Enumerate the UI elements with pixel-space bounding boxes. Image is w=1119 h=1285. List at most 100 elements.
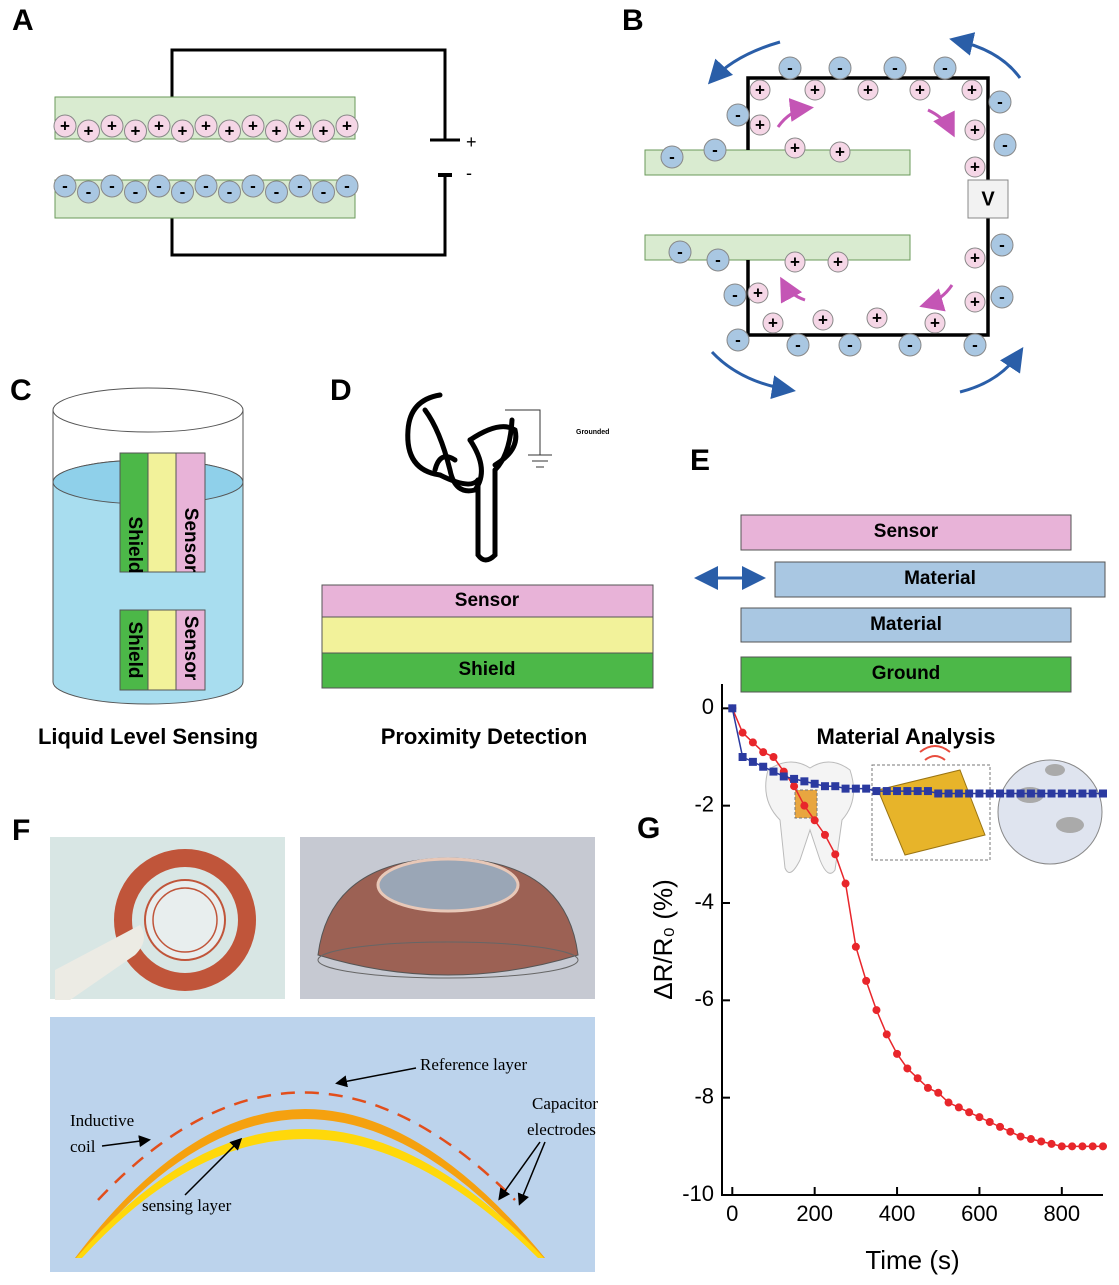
- charge-sign: +: [863, 80, 873, 99]
- charge-sign: -: [907, 335, 913, 354]
- point: [1058, 1142, 1066, 1150]
- point: [852, 943, 860, 951]
- charge-sign: +: [248, 116, 258, 135]
- charge-sign: -: [712, 140, 718, 159]
- point: [1006, 790, 1014, 798]
- plate: [645, 150, 910, 175]
- panel-label: D: [330, 374, 352, 407]
- charge-sign: -: [250, 176, 256, 195]
- point: [903, 1064, 911, 1072]
- layer-label: Sensor: [455, 590, 520, 611]
- layer-label: Sensor: [874, 521, 939, 542]
- charge-sign: +: [755, 80, 765, 99]
- charge-sign: -: [203, 176, 209, 195]
- arrow: [925, 285, 952, 305]
- point: [1099, 790, 1107, 798]
- x-tick-label: 800: [1043, 1201, 1080, 1226]
- point: [759, 763, 767, 771]
- charge-sign: +: [295, 116, 305, 135]
- charge-sign: +: [818, 310, 828, 329]
- point: [986, 790, 994, 798]
- point: [1089, 1142, 1097, 1150]
- point: [893, 1050, 901, 1058]
- charge-sign: +: [154, 116, 164, 135]
- callout: electrodes: [527, 1120, 596, 1139]
- charge-sign: +: [201, 116, 211, 135]
- charge-sign: -: [999, 287, 1005, 306]
- point: [1078, 1142, 1086, 1150]
- charge-sign: -: [997, 92, 1003, 111]
- charge-sign: +: [178, 121, 188, 140]
- figure: A + - +-+-+-+-+-+-+-+-+-+-+-+-+- B V ---…: [0, 0, 1119, 1285]
- point: [759, 748, 767, 756]
- y-tick-label: 0: [702, 694, 714, 719]
- point: [790, 775, 798, 783]
- panel-label: A: [12, 4, 34, 37]
- charge-sign: -: [847, 335, 853, 354]
- charge-sign: +: [755, 115, 765, 134]
- x-axis-label: Time (s): [865, 1245, 959, 1275]
- point: [924, 787, 932, 795]
- charge-sign: +: [915, 80, 925, 99]
- hand: [408, 395, 516, 560]
- arrow: [928, 110, 952, 132]
- charge-sign: -: [109, 176, 115, 195]
- panel-g: G 0-2-4-6-8-100200400600800Time (s)ΔR/R₀…: [637, 684, 1107, 1275]
- callout: Capacitor: [532, 1094, 598, 1113]
- charge-sign: +: [810, 80, 820, 99]
- point: [945, 790, 953, 798]
- point: [872, 787, 880, 795]
- point: [790, 782, 798, 790]
- charge-sign: -: [837, 58, 843, 77]
- point: [1068, 790, 1076, 798]
- charge-sign: +: [107, 116, 117, 135]
- charge-sign: +: [970, 292, 980, 311]
- point: [1027, 1135, 1035, 1143]
- charge-sign: +: [930, 313, 940, 332]
- point: [955, 790, 963, 798]
- point: [862, 785, 870, 793]
- strip-label: Sensor: [180, 616, 201, 681]
- charge-sign: -: [942, 58, 948, 77]
- point: [769, 768, 777, 776]
- charge-sign: -: [86, 182, 92, 201]
- point: [1027, 790, 1035, 798]
- point: [862, 977, 870, 985]
- y-tick-label: -8: [694, 1083, 714, 1108]
- lens-photo: [145, 880, 225, 960]
- charge-sign: +: [790, 252, 800, 271]
- point: [934, 790, 942, 798]
- charge-sign: -: [735, 330, 741, 349]
- panel-c: C Shield Sensor Shield Sensor Liquid Lev…: [10, 374, 258, 749]
- panel-label: B: [622, 4, 644, 37]
- point: [728, 704, 736, 712]
- point: [780, 772, 788, 780]
- arrow: [783, 282, 805, 300]
- charge-sign: +: [319, 121, 329, 140]
- point: [749, 758, 757, 766]
- charge-sign: -: [62, 176, 68, 195]
- point: [996, 790, 1004, 798]
- layer-label: Shield: [458, 659, 515, 680]
- point: [1037, 1137, 1045, 1145]
- panel-b: B V -------------------+++++++++++++++++…: [622, 4, 1020, 392]
- panel-label: E: [690, 444, 710, 477]
- charge-sign: -: [787, 58, 793, 77]
- wire: [172, 50, 445, 255]
- callout: coil: [70, 1137, 96, 1156]
- charge-sign: -: [732, 285, 738, 304]
- point: [996, 1123, 1004, 1131]
- panel-label: G: [637, 812, 660, 845]
- point: [1078, 790, 1086, 798]
- y-axis-label: ΔR/R₀ (%): [648, 879, 678, 1000]
- charge-sign: +: [272, 121, 282, 140]
- point: [821, 831, 829, 839]
- arrow: [712, 352, 790, 390]
- charge-sign: +: [970, 248, 980, 267]
- point: [1089, 790, 1097, 798]
- point: [1048, 1140, 1056, 1148]
- point: [914, 1074, 922, 1082]
- point: [955, 1103, 963, 1111]
- charge-sign: -: [156, 176, 162, 195]
- point: [800, 777, 808, 785]
